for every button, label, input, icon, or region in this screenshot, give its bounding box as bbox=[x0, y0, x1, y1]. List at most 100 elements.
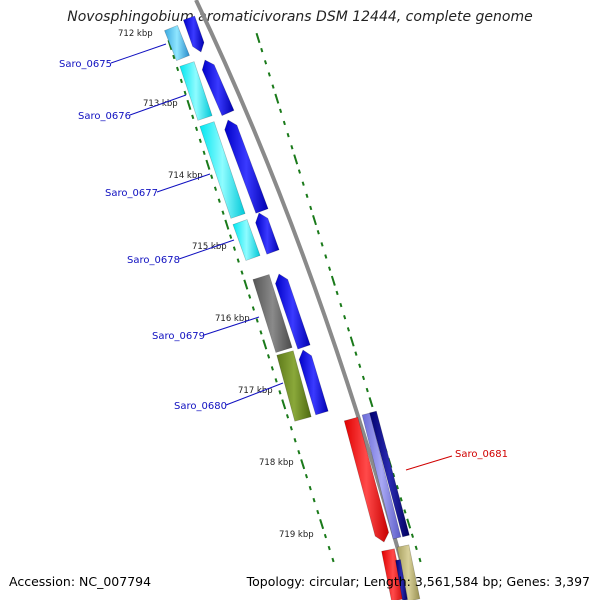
cds-feature-saro-0675[interactable] bbox=[182, 15, 205, 53]
minor-tick bbox=[240, 270, 244, 275]
inner-tick-ring bbox=[167, 39, 335, 563]
minor-tick bbox=[194, 126, 199, 132]
minor-tick bbox=[305, 193, 309, 199]
cds-feature-saro-0677[interactable] bbox=[224, 119, 269, 214]
minor-tick bbox=[346, 327, 350, 332]
gene-feature-saro-0675[interactable] bbox=[164, 25, 190, 61]
gene-label-leader bbox=[203, 316, 260, 336]
gene-feature-saro-0676[interactable] bbox=[179, 61, 213, 121]
kbp-tick-label: 712 kbp bbox=[118, 29, 153, 39]
minor-tick bbox=[399, 497, 403, 502]
major-tick bbox=[300, 459, 306, 470]
minor-tick bbox=[260, 47, 264, 53]
major-tick bbox=[262, 339, 268, 350]
major-tick bbox=[406, 518, 412, 529]
minor-tick bbox=[410, 533, 415, 538]
gene-label-saro-0678[interactable]: Saro_0678 bbox=[127, 255, 180, 266]
gene-label-saro-0676[interactable]: Saro_0676 bbox=[78, 111, 131, 122]
minor-tick bbox=[176, 66, 180, 72]
outer-tick-ring bbox=[255, 32, 422, 563]
minor-tick bbox=[309, 205, 313, 211]
minor-tick bbox=[358, 363, 362, 368]
major-tick bbox=[293, 154, 299, 165]
minor-tick bbox=[320, 242, 324, 247]
minor-tick bbox=[301, 181, 305, 186]
minor-tick bbox=[229, 234, 233, 239]
cds-feature-saro-0681a[interactable] bbox=[361, 412, 402, 540]
minor-tick bbox=[267, 72, 271, 77]
gene-feature-saro-0681[interactable] bbox=[343, 416, 390, 543]
minor-tick bbox=[278, 390, 282, 395]
major-tick bbox=[243, 279, 249, 290]
minor-tick bbox=[202, 150, 206, 155]
minor-tick bbox=[361, 375, 366, 381]
minor-tick bbox=[323, 533, 327, 539]
gene-label-leader bbox=[405, 455, 453, 471]
minor-tick bbox=[343, 315, 347, 320]
minor-tick bbox=[328, 266, 332, 271]
minor-tick bbox=[217, 198, 221, 203]
minor-tick bbox=[183, 90, 187, 96]
gene-label-saro-0677[interactable]: Saro_0677 bbox=[105, 188, 158, 199]
kbp-tick-label: 717 kbp bbox=[238, 386, 273, 396]
major-tick bbox=[205, 159, 211, 170]
gene-label-saro-0681[interactable]: Saro_0681 bbox=[455, 449, 508, 460]
minor-tick bbox=[316, 509, 320, 515]
minor-tick bbox=[236, 258, 240, 263]
minor-tick bbox=[255, 318, 259, 323]
minor-tick bbox=[251, 306, 255, 311]
minor-tick bbox=[304, 473, 309, 479]
minor-tick bbox=[282, 120, 286, 126]
minor-tick bbox=[327, 545, 331, 551]
cds-feature-saro-0676[interactable] bbox=[201, 59, 235, 116]
minor-tick bbox=[270, 366, 274, 371]
minor-tick bbox=[308, 485, 312, 491]
cds-feature-saro-0679[interactable] bbox=[275, 273, 311, 350]
gene-feature-saro-0680[interactable] bbox=[276, 350, 312, 422]
major-tick bbox=[319, 519, 325, 530]
minor-tick bbox=[289, 426, 293, 431]
cds-feature-saro-0680[interactable] bbox=[298, 349, 329, 416]
minor-tick bbox=[274, 378, 278, 383]
minor-tick bbox=[395, 484, 399, 490]
minor-tick bbox=[331, 557, 335, 563]
major-tick bbox=[312, 215, 317, 226]
minor-tick bbox=[267, 354, 271, 359]
minor-tick bbox=[198, 138, 202, 144]
gene-label-saro-0680[interactable]: Saro_0680 bbox=[174, 401, 227, 412]
gene-label-leader bbox=[129, 94, 187, 116]
minor-tick bbox=[290, 145, 294, 150]
gene-label-saro-0679[interactable]: Saro_0679 bbox=[152, 331, 205, 342]
minor-tick bbox=[354, 351, 358, 356]
major-tick bbox=[368, 397, 374, 408]
gene-label-saro-0675[interactable]: Saro_0675 bbox=[59, 59, 112, 70]
major-tick bbox=[349, 336, 355, 347]
gene-feature-saro-0678[interactable] bbox=[232, 219, 261, 261]
cds-feature-saro-0678[interactable] bbox=[255, 212, 280, 255]
kbp-tick-label: 714 kbp bbox=[168, 171, 203, 181]
minor-tick bbox=[392, 472, 396, 478]
cds-feature-saro-0681b[interactable] bbox=[369, 410, 410, 538]
minor-tick bbox=[221, 210, 225, 215]
kbp-tick-label: 716 kbp bbox=[215, 314, 250, 324]
major-tick bbox=[255, 32, 261, 44]
minor-tick bbox=[339, 302, 343, 308]
major-tick bbox=[274, 93, 280, 104]
gene-label-leader bbox=[156, 173, 211, 193]
minor-tick bbox=[172, 54, 176, 60]
gene-feature-saro-0677[interactable] bbox=[199, 121, 246, 219]
major-tick bbox=[186, 99, 192, 110]
minor-tick bbox=[232, 246, 236, 251]
kbp-tick-label: 719 kbp bbox=[279, 530, 314, 540]
minor-tick bbox=[335, 290, 339, 296]
gene-label-leader bbox=[110, 43, 167, 64]
minor-tick bbox=[210, 174, 214, 179]
minor-tick bbox=[297, 169, 301, 174]
minor-tick bbox=[297, 450, 301, 455]
minor-tick bbox=[312, 497, 316, 503]
minor-tick bbox=[365, 387, 369, 393]
minor-tick bbox=[279, 108, 283, 114]
minor-tick bbox=[414, 545, 418, 551]
gene-feature-saro-0679[interactable] bbox=[252, 274, 293, 353]
